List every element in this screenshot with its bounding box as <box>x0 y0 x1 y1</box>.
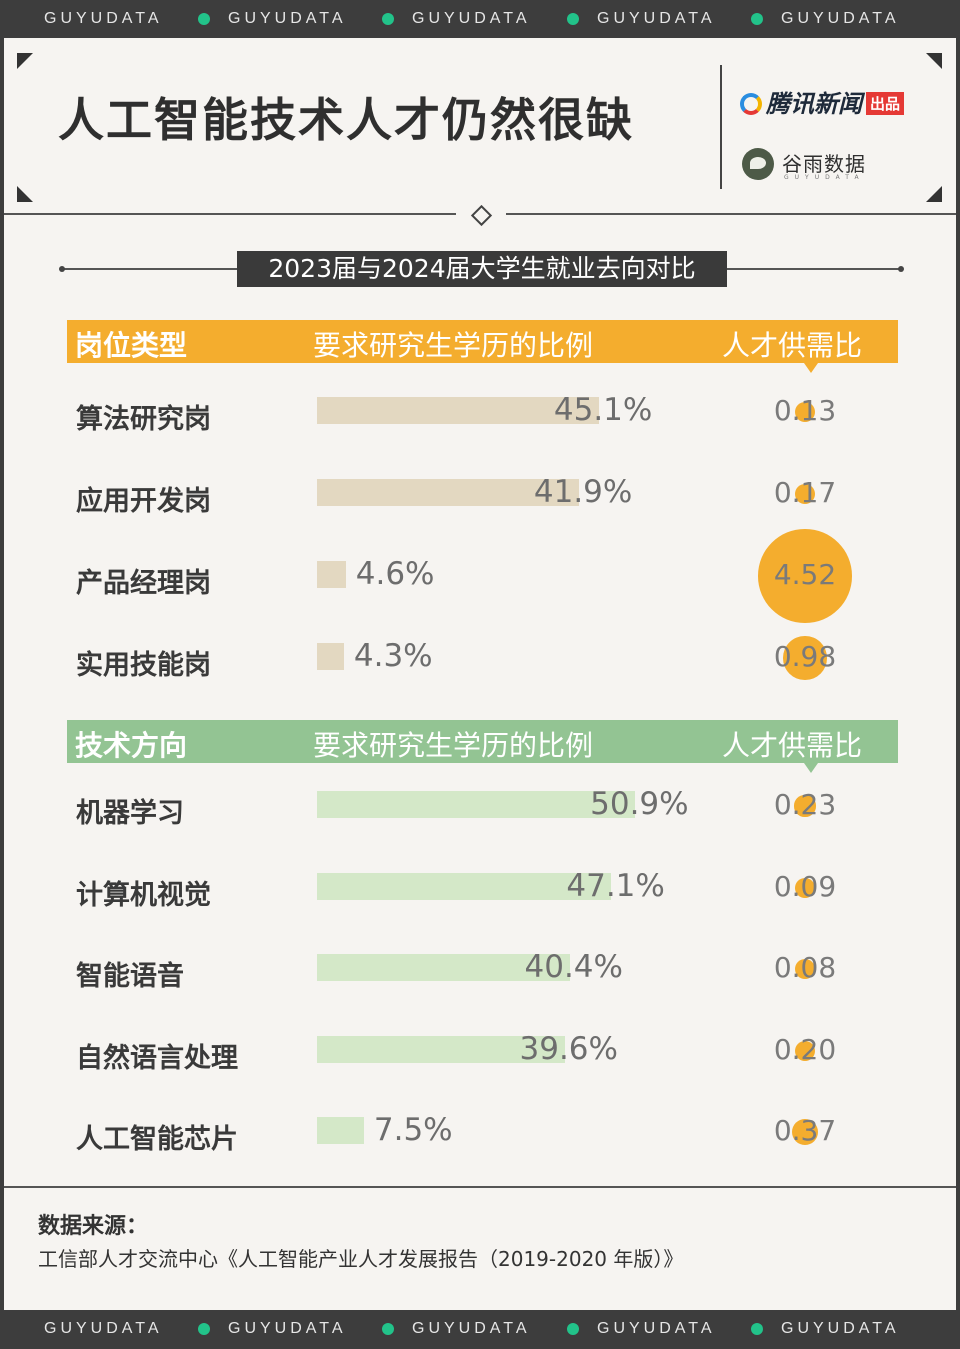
section-header-job-type: 岗位类型 要求研究生学历的比例 人才供需比 <box>67 320 898 363</box>
guyu-bird-icon <box>742 148 774 180</box>
chart-subtitle: 2023届与2024届大学生就业去向对比 <box>237 251 727 287</box>
corner-mark <box>17 53 33 69</box>
supply-ratio-label: 0.23 <box>773 788 837 821</box>
header-pointer <box>804 363 818 373</box>
category-label: 人工智能芯片 <box>76 1124 238 1155</box>
brand-dot <box>198 1323 210 1335</box>
supply-bubble <box>795 402 815 422</box>
brand-text: GUYUDATA <box>44 1320 163 1337</box>
category-label: 算法研究岗 <box>76 404 211 435</box>
brand-text: GUYUDATA <box>228 1320 347 1337</box>
header-ratio: 要求研究生学历的比例 <box>313 729 594 762</box>
tencent-badge: 出品 <box>866 92 905 115</box>
brand-dot <box>198 13 210 25</box>
category-label: 产品经理岗 <box>76 568 211 599</box>
supply-bubble <box>795 877 815 898</box>
supply-ratio-label: 0.09 <box>773 869 837 903</box>
category-label: 实用技能岗 <box>76 650 211 681</box>
guyu-logo-subtext: GUYUDATA <box>784 174 865 181</box>
ratio-bar <box>317 643 344 670</box>
header-supply: 人才供需比 <box>722 329 863 362</box>
header-ratio: 要求研究生学历的比例 <box>313 329 594 362</box>
supply-bubble <box>791 1118 819 1146</box>
brand-text: GUYUDATA <box>781 10 900 27</box>
supply-ratio-label: 0.17 <box>773 476 837 509</box>
ratio-bar <box>317 791 636 818</box>
divider-line <box>4 213 456 215</box>
supply-bubble <box>795 959 815 979</box>
brand-text: GUYUDATA <box>781 1320 900 1337</box>
category-label: 自然语言处理 <box>76 1042 238 1074</box>
brand-dot <box>751 13 763 25</box>
brand-dot <box>382 1323 394 1335</box>
supply-bubble <box>794 795 816 817</box>
header-category: 岗位类型 <box>75 329 188 362</box>
ratio-value-label: 50.9% <box>590 786 689 822</box>
header-divider <box>720 65 722 189</box>
section-header-tech-direction: 技术方向 要求研究生学历的比例 人才供需比 <box>67 720 898 763</box>
ratio-value-label: 7.5% <box>373 1112 453 1148</box>
footer-divider <box>4 1186 956 1188</box>
supply-bubble <box>758 529 852 623</box>
ratio-value-label: 40.4% <box>524 949 623 985</box>
ratio-bar <box>317 479 579 506</box>
tencent-news-logo: 腾讯新闻 出品 <box>740 84 905 119</box>
line-end-dot <box>898 266 904 272</box>
brand-text: GUYUDATA <box>412 1320 531 1337</box>
header-category: 技术方向 <box>75 729 188 762</box>
source-title: 数据来源： <box>38 1214 149 1239</box>
ratio-value-label: 41.9% <box>533 474 633 510</box>
category-label: 机器学习 <box>76 798 184 829</box>
supply-ratio-label: 0.08 <box>773 951 837 984</box>
ratio-bar <box>317 954 570 981</box>
brand-text: GUYUDATA <box>228 10 347 27</box>
category-label: 计算机视觉 <box>76 879 211 911</box>
corner-mark <box>926 186 942 202</box>
supply-ratio-label: 0.13 <box>773 394 837 427</box>
brand-dot <box>567 1323 579 1335</box>
ratio-bar <box>317 397 599 424</box>
guyu-logo-text: 谷雨数据 <box>782 152 866 176</box>
brand-text: GUYUDATA <box>44 10 163 27</box>
brand-dot <box>382 13 394 25</box>
source-text: 工信部人才交流中心《人工智能产业人才发展报告（2019-2020 年版）》 <box>38 1247 684 1271</box>
ratio-value-label: 4.6% <box>355 556 435 592</box>
ratio-bar <box>317 1117 364 1144</box>
ratio-value-label: 4.3% <box>353 638 433 674</box>
brand-dot <box>567 13 579 25</box>
supply-ratio-label: 4.52 <box>773 558 837 591</box>
line-end-dot <box>59 266 65 272</box>
ratio-value-label: 45.1% <box>553 392 653 428</box>
page-title: 人工智能技术人才仍然很缺 <box>58 93 634 147</box>
brand-text: GUYUDATA <box>597 1320 716 1337</box>
supply-bubble <box>795 1040 815 1061</box>
tencent-ring-icon <box>740 93 762 115</box>
header-supply: 人才供需比 <box>722 729 863 762</box>
ratio-value-label: 39.6% <box>519 1030 618 1067</box>
tencent-logo-text: 腾讯新闻 <box>766 90 862 118</box>
corner-mark <box>926 53 942 69</box>
subtitle-line-left <box>62 268 238 270</box>
brand-text: GUYUDATA <box>597 10 716 27</box>
ratio-value-label: 47.1% <box>566 867 665 904</box>
brand-text: GUYUDATA <box>412 10 531 27</box>
divider-line <box>506 213 956 215</box>
supply-bubble <box>783 636 827 680</box>
bottom-brand-band: GUYUDATA GUYUDATA GUYUDATA GUYUDATA GUYU… <box>0 1310 960 1348</box>
ratio-bar <box>317 561 346 588</box>
subtitle-line-right <box>727 268 901 270</box>
supply-ratio-label: 0.98 <box>773 640 837 673</box>
category-label: 智能语音 <box>76 961 184 992</box>
supply-bubble <box>795 484 815 504</box>
top-brand-band: GUYUDATA GUYUDATA GUYUDATA GUYUDATA GUYU… <box>0 0 960 38</box>
ratio-bar <box>317 872 612 900</box>
supply-ratio-label: 0.20 <box>773 1032 837 1066</box>
ratio-bar <box>317 1035 565 1063</box>
supply-ratio-label: 0.37 <box>773 1114 837 1147</box>
category-label: 应用开发岗 <box>76 486 211 517</box>
brand-dot <box>751 1323 763 1335</box>
header-pointer <box>804 763 818 773</box>
corner-mark <box>17 186 33 202</box>
